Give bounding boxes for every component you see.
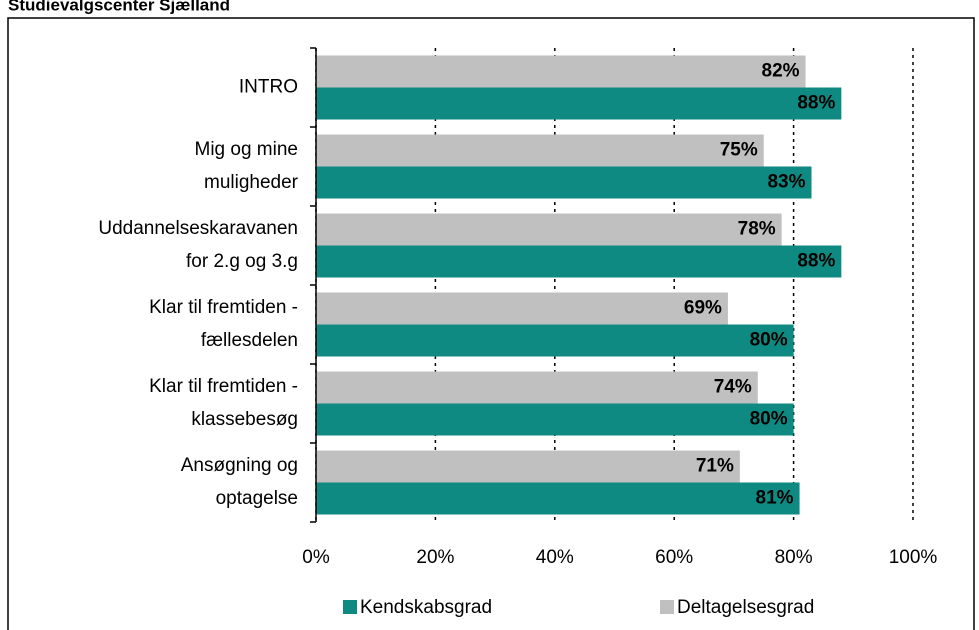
x-tick-label: 20% xyxy=(416,547,454,568)
legend-label: Deltagelsesgrad xyxy=(677,597,814,618)
value-label: 69% xyxy=(684,298,722,319)
bar xyxy=(316,134,764,167)
bar xyxy=(316,292,728,325)
y-tick-label: fællesdelen xyxy=(201,330,298,351)
value-label: 80% xyxy=(750,330,788,351)
x-tick-label: 80% xyxy=(775,547,813,568)
x-tick-label: 100% xyxy=(889,547,938,568)
value-label: 88% xyxy=(797,251,835,272)
x-tick-label: 60% xyxy=(655,547,693,568)
y-tick-label: Mig og mine xyxy=(195,139,299,160)
legend-swatch xyxy=(660,600,674,614)
bar xyxy=(316,213,782,246)
value-label: 82% xyxy=(762,61,800,82)
y-tick-label: klassebesøg xyxy=(191,409,298,430)
value-label: 74% xyxy=(714,377,752,398)
legend-swatch xyxy=(343,600,357,614)
value-label: 80% xyxy=(750,409,788,430)
y-tick-label: Uddannelseskaravanen xyxy=(98,218,298,239)
value-label: 71% xyxy=(696,456,734,477)
bar xyxy=(316,450,740,483)
bar xyxy=(316,245,842,278)
y-tick-label: for 2.g og 3.g xyxy=(186,251,298,272)
bar xyxy=(316,55,806,88)
value-label: 75% xyxy=(720,140,758,161)
y-tick-label: Klar til fremtiden - xyxy=(149,297,298,318)
bar xyxy=(316,324,794,357)
y-tick-label: muligheder xyxy=(204,172,299,193)
y-tick-label: Ansøgning og xyxy=(181,455,298,476)
value-label: 81% xyxy=(756,488,794,509)
y-tick-label: optagelse xyxy=(216,488,298,509)
legend-label: Kendskabsgrad xyxy=(360,597,492,618)
bar xyxy=(316,403,794,436)
y-tick-label: INTRO xyxy=(239,77,298,98)
value-label: 83% xyxy=(767,172,805,193)
value-label: 78% xyxy=(738,219,776,240)
x-tick-label: 0% xyxy=(302,547,330,568)
bar xyxy=(316,371,758,404)
y-tick-label: Klar til fremtiden - xyxy=(149,376,298,397)
value-label: 88% xyxy=(797,93,835,114)
bar xyxy=(316,166,812,199)
x-tick-label: 40% xyxy=(536,547,574,568)
bar xyxy=(316,482,800,515)
chart-title: Studievalgscenter Sjælland xyxy=(8,0,230,14)
bar xyxy=(316,87,842,120)
